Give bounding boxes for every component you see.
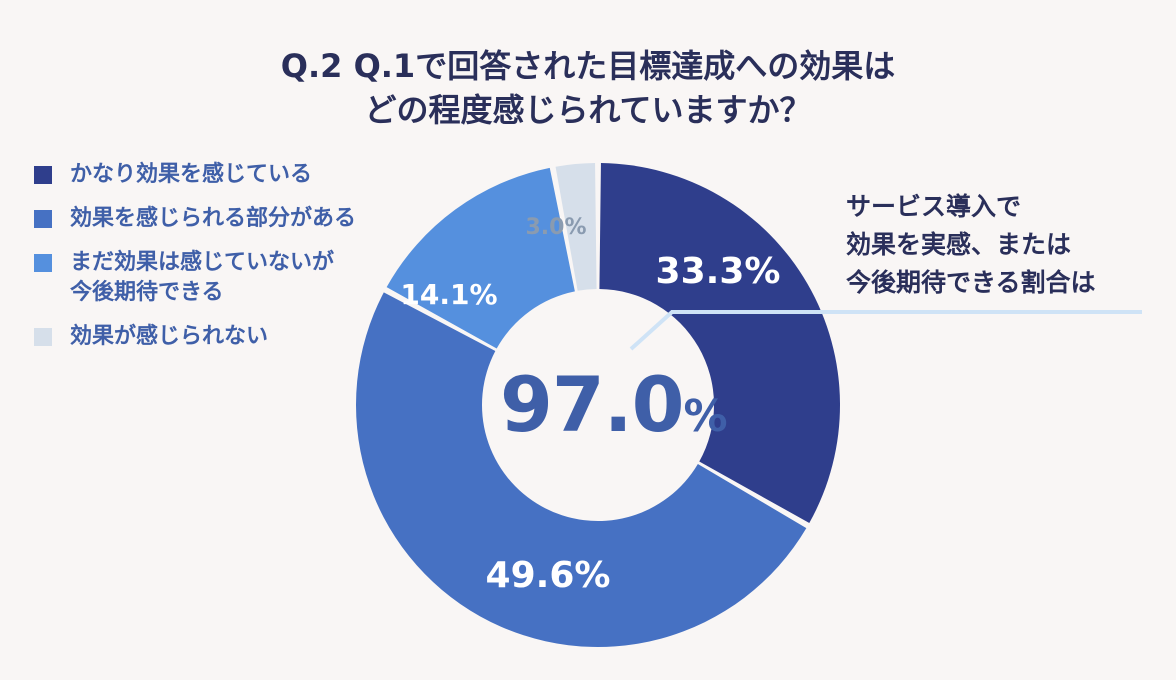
slice-strong-effect [599, 163, 840, 523]
center-total-unit: % [683, 391, 728, 442]
title-line-1: Q.2 Q.1で回答された目標達成への効果は [280, 47, 896, 85]
callout-text: サービス導入で 効果を実感、または 今後期待できる割合は [846, 188, 1096, 302]
legend-label: 今後期待できる [70, 280, 224, 305]
legend-item-partial-effect: 効果を感じられる部分がある [34, 204, 356, 234]
slice-expect-effect [386, 167, 575, 349]
callout-line-3: 今後期待できる割合は [846, 268, 1096, 297]
legend-item-no-effect: 効果が感じられない [34, 322, 356, 352]
legend-label: 効果が感じられない [70, 324, 269, 349]
legend-item-expect-effect: まだ効果は感じていないが 今後期待できる [34, 248, 356, 308]
title-line-2: どの程度感じられていますか？ [364, 91, 812, 129]
callout-line-1: サービス導入で [846, 192, 1022, 221]
data-label-no-effect: 3.0% [525, 215, 586, 240]
legend-swatch-strong-effect [34, 166, 52, 184]
data-label-strong-effect: 33.3% [656, 251, 781, 292]
legend-swatch-partial-effect [34, 210, 52, 228]
legend-label: かなり効果を感じている [70, 162, 313, 187]
slice-partial-effect [356, 292, 807, 647]
legend: かなり効果を感じている 効果を感じられる部分がある まだ効果は感じていないが 今… [34, 160, 356, 366]
legend-label: 効果を感じられる部分がある [70, 206, 357, 231]
data-label-partial-effect: 49.6% [486, 555, 611, 596]
legend-swatch-expect-effect [34, 254, 52, 272]
callout-leader-line [629, 310, 1142, 351]
slice-no-effect [555, 163, 597, 291]
center-total-value: 97.0 [500, 360, 685, 449]
legend-label: まだ効果は感じていないが [70, 250, 335, 275]
center-total: 97.0% [500, 360, 728, 449]
legend-item-strong-effect: かなり効果を感じている [34, 160, 356, 190]
data-label-expect-effect: 14.1% [400, 278, 497, 311]
chart-title: Q.2 Q.1で回答された目標達成への効果は どの程度感じられていますか？ [0, 44, 1176, 132]
callout-line-2: 効果を実感、または [846, 230, 1072, 259]
legend-swatch-no-effect [34, 328, 52, 346]
